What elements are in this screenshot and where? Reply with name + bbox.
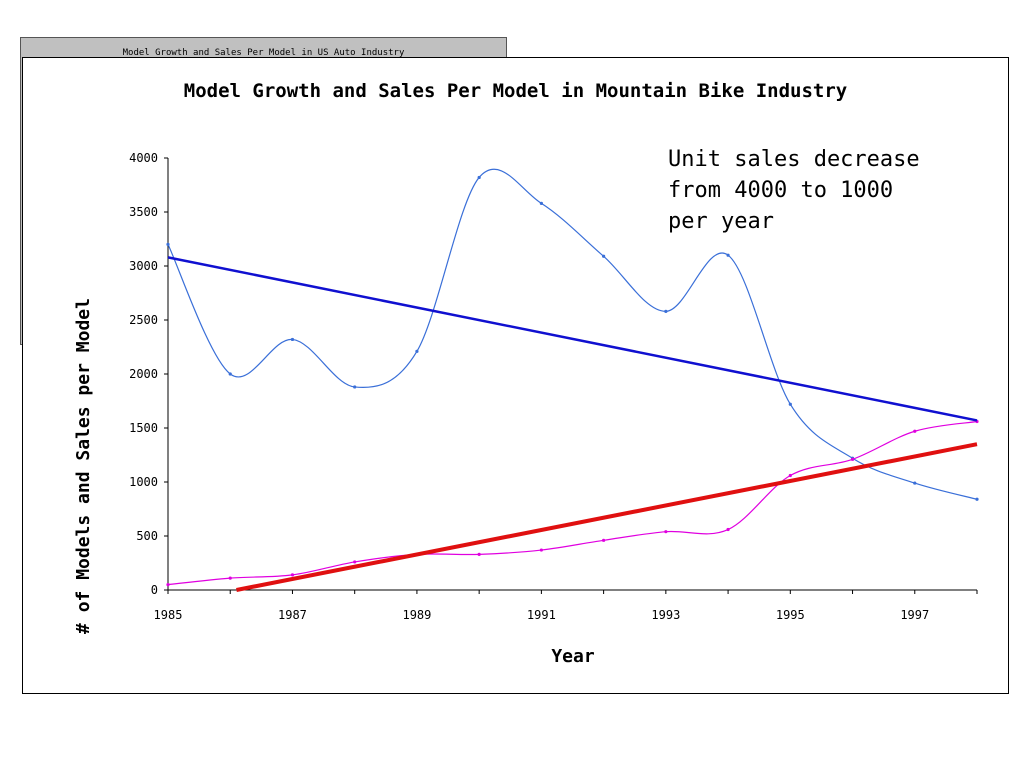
background-chart-title: Model Growth and Sales Per Model in US A… <box>122 48 405 58</box>
series-point-1 <box>228 576 232 580</box>
x-tick-label: 1997 <box>900 608 929 622</box>
series-point-1 <box>539 548 543 552</box>
series-point-0 <box>415 349 419 353</box>
series-point-0 <box>353 385 357 389</box>
y-tick-label: 4000 <box>129 151 158 165</box>
y-tick-label: 0 <box>151 583 158 597</box>
series-point-0 <box>290 337 295 342</box>
y-tick-label: 1500 <box>129 421 158 435</box>
series-point-0 <box>477 175 481 180</box>
series-point-1 <box>788 473 792 478</box>
series-point-1 <box>290 573 295 577</box>
x-axis-label: Year <box>551 646 595 667</box>
series-point-0 <box>788 402 792 406</box>
series-point-0 <box>975 497 979 501</box>
y-tick-label: 2500 <box>129 313 158 327</box>
series-point-0 <box>664 309 668 313</box>
y-tick-label: 3000 <box>129 259 158 273</box>
x-tick-label: 1989 <box>402 608 431 622</box>
series-point-0 <box>539 201 543 205</box>
chart-card: Model Growth and Sales Per Model in Moun… <box>22 57 1009 694</box>
chart-annotation: Unit sales decrease from 4000 to 1000 pe… <box>668 147 920 234</box>
series-point-0 <box>726 253 730 257</box>
series-point-0 <box>228 372 232 376</box>
series-point-1 <box>166 583 170 587</box>
plot-area: 0 500 1000 1500 2000 2500 3000 3500 4000 1985 1987… <box>129 151 979 622</box>
series-point-1 <box>602 538 606 542</box>
y-tick-label: 2000 <box>129 367 158 381</box>
series-point-1 <box>477 552 481 556</box>
x-tick-label: 1987 <box>278 608 307 622</box>
series-point-1 <box>850 457 855 461</box>
trendline-2 <box>167 256 978 422</box>
y-tick-label: 1000 <box>129 475 158 489</box>
series-point-1 <box>353 560 357 564</box>
y-tick-label: 500 <box>136 529 158 543</box>
series-point-1 <box>664 530 668 534</box>
trendline-3 <box>236 442 978 592</box>
series-point-0 <box>602 254 606 258</box>
series-point-1 <box>913 429 917 433</box>
x-tick-label: 1991 <box>527 608 556 622</box>
chart-title: Model Growth and Sales Per Model in Moun… <box>183 80 848 102</box>
x-tick-label: 1993 <box>651 608 680 622</box>
series-point-0 <box>913 481 917 485</box>
x-tick-label: 1985 <box>154 608 183 622</box>
series-point-1 <box>726 527 730 532</box>
series-point-0 <box>166 242 170 246</box>
x-tick-label: 1995 <box>776 608 805 622</box>
series-line-0 <box>167 168 978 500</box>
series-line-1 <box>167 420 978 586</box>
y-tick-label: 3500 <box>129 205 158 219</box>
